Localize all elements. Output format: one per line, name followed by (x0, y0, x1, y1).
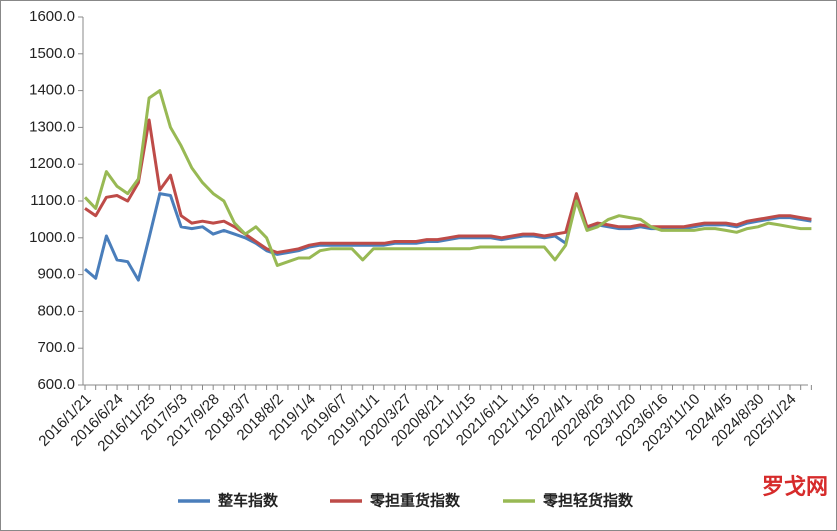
series-line (84, 192, 812, 282)
watermark: 罗戈网 (762, 475, 828, 500)
y-tick-label: 600.0 (37, 376, 75, 393)
y-tick-label: 1600.0 (29, 8, 75, 25)
y-tick-label: 1200.0 (29, 155, 75, 172)
y-tick-label: 1300.0 (29, 118, 75, 135)
y-tick-label: 1400.0 (29, 82, 75, 99)
y-tick-label: 1100.0 (30, 192, 75, 209)
legend-label: 零担轻货指数 (542, 492, 634, 510)
series-line (83, 89, 812, 267)
y-tick-label: 700.0 (37, 339, 75, 356)
legend-label: 整车指数 (218, 492, 279, 510)
y-tick-label: 900.0 (37, 266, 75, 283)
series-line (84, 118, 812, 254)
legend-label: 零担重货指数 (369, 492, 461, 510)
y-tick-label: 1500.0 (29, 45, 75, 62)
y-tick-label: 800.0 (37, 302, 75, 319)
y-tick-label: 1000.0 (29, 229, 75, 246)
